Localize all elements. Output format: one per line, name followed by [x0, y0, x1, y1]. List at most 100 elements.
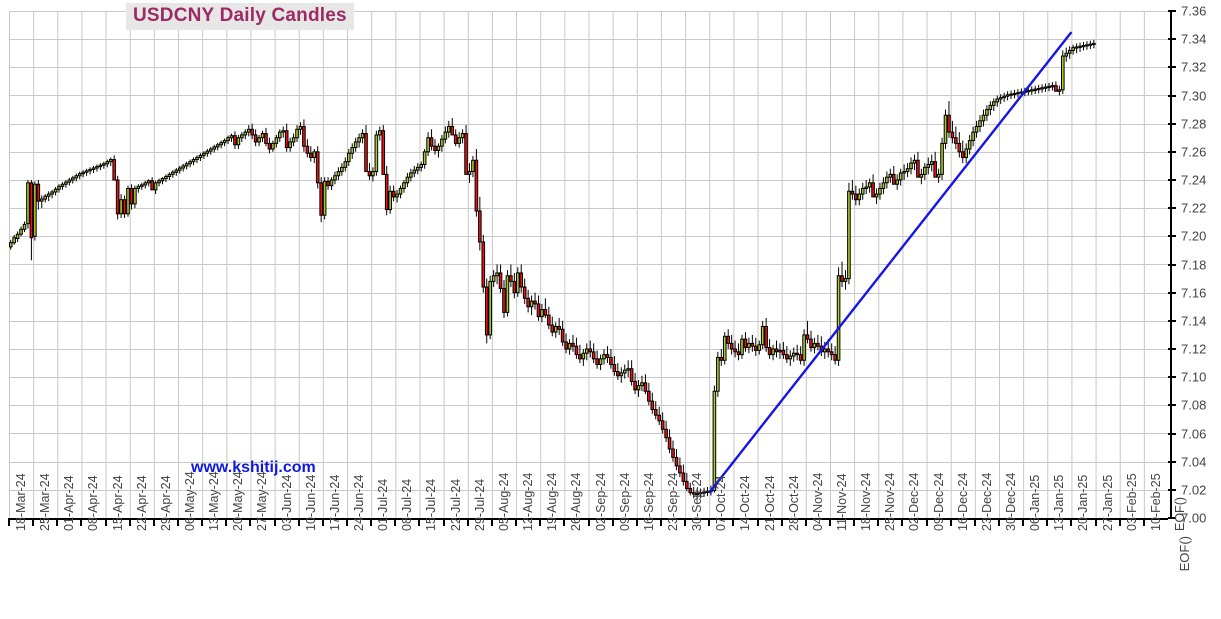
y-axis-label: 7.36 — [1181, 3, 1207, 19]
x-axis-label: 08-Jul-24 — [400, 478, 415, 531]
x-axis-tick — [297, 518, 300, 526]
x-axis-label: 18-Nov-24 — [859, 472, 874, 531]
x-axis-tick — [997, 518, 1000, 526]
y-axis-label: 7.14 — [1181, 313, 1207, 329]
x-axis-label: 27-May-24 — [255, 471, 270, 531]
x-axis-tick — [1142, 518, 1145, 526]
y-axis-tick — [1168, 10, 1176, 12]
y-axis-tick — [1168, 432, 1176, 435]
x-axis-label: 20-Jan-25 — [1076, 474, 1091, 531]
x-axis-tick — [901, 518, 904, 526]
x-axis-label: 19-Aug-24 — [545, 472, 560, 531]
x-axis-label: 04-Nov-24 — [810, 472, 825, 531]
y-axis-label: 7.08 — [1181, 397, 1207, 413]
x-axis-tick — [949, 518, 952, 526]
x-axis-label: 25-Nov-24 — [883, 472, 898, 531]
y-axis-tick — [1168, 291, 1176, 294]
x-axis-label: 20-May-24 — [231, 471, 246, 531]
y-axis-label: 7.18 — [1181, 257, 1207, 272]
x-axis-label: 05-Aug-24 — [496, 472, 511, 531]
x-axis-tick — [1094, 518, 1097, 526]
y-axis-label: 7.12 — [1181, 341, 1207, 357]
x-axis-label: 30-Sep-24 — [690, 472, 705, 531]
x-axis-tick — [587, 518, 590, 526]
trendline-annotation — [708, 31, 1073, 494]
x-axis-tick — [490, 518, 493, 526]
y-axis-tick — [1168, 179, 1176, 181]
x-axis-tick — [828, 518, 831, 526]
x-axis-label: 29-Apr-24 — [158, 475, 173, 531]
gridlines — [9, 11, 1168, 518]
y-axis-label: 7.00 — [1181, 510, 1207, 526]
x-axis-tick — [249, 518, 252, 526]
x-axis-label: 02-Sep-24 — [593, 472, 608, 531]
x-axis-label: 22-Jul-24 — [448, 478, 463, 531]
x-axis-label: 10-Feb-25 — [1148, 473, 1163, 531]
x-axis-tick — [732, 518, 735, 526]
y-axis: EOF() 7.36 7.34 7.32 7.30 7.28 7.26 7.24 7.22 7.… — [1168, 0, 1221, 571]
x-axis: 18-Mar-24 25-Mar-24 01-Apr-24 08-Apr-24 15-A… — [0, 471, 1221, 619]
x-axis-label: 29-Jul-24 — [472, 478, 487, 531]
x-axis-label: 30-Dec-24 — [1003, 472, 1018, 531]
x-axis-label: 16-Dec-24 — [955, 472, 970, 531]
x-axis-label: 17-Jun-24 — [327, 474, 342, 531]
x-axis-tick — [394, 518, 397, 526]
x-axis-label: 13-May-24 — [207, 471, 222, 531]
y-axis-tick — [1168, 66, 1176, 69]
x-axis-tick — [1046, 518, 1049, 526]
x-axis-tick — [418, 518, 421, 526]
y-axis-label: 7.06 — [1181, 426, 1207, 441]
x-axis-tick — [32, 518, 35, 526]
x-axis-tick — [152, 518, 155, 526]
x-axis-label: 13-Jan-25 — [1052, 474, 1067, 531]
x-axis-tick — [8, 518, 10, 526]
y-axis-tick — [1168, 94, 1176, 97]
y-axis-tick — [1168, 376, 1176, 379]
x-axis-tick — [708, 518, 711, 526]
candlestick-series — [9, 39, 1096, 500]
y-axis-label: 7.16 — [1181, 285, 1207, 301]
x-axis-tick — [104, 518, 107, 526]
x-axis-label: 06-May-24 — [183, 471, 198, 531]
x-axis-label: 02-Dec-24 — [907, 472, 922, 531]
x-axis-label: 27-Jan-25 — [1100, 474, 1115, 531]
y-axis-tick — [1168, 207, 1176, 210]
y-axis-tick — [1168, 404, 1176, 407]
y-axis-label: 7.34 — [1181, 31, 1207, 47]
y-axis-tick — [1168, 348, 1176, 350]
x-axis-tick — [321, 518, 324, 526]
x-axis-tick — [684, 518, 687, 526]
x-axis-tick — [877, 518, 880, 526]
x-axis-label: 01-Apr-24 — [62, 475, 77, 531]
x-axis-tick — [539, 518, 542, 526]
x-axis-label: 03-Feb-25 — [1124, 473, 1139, 531]
x-axis-tick — [756, 518, 759, 526]
eof-x-label: EOF() — [1173, 496, 1187, 531]
x-axis-tick — [635, 518, 638, 526]
x-axis-tick — [659, 518, 662, 526]
x-axis-tick — [804, 518, 807, 526]
x-axis-tick — [853, 518, 856, 526]
watermark-link[interactable]: www.kshitij.com — [191, 459, 316, 476]
x-axis-label: 06-Jan-25 — [1028, 474, 1043, 531]
plot-area — [9, 11, 1168, 518]
x-axis-label: 16-Sep-24 — [641, 472, 656, 531]
x-axis-tick — [1022, 518, 1025, 526]
y-axis-tick — [1168, 517, 1176, 519]
y-axis-label: 7.04 — [1181, 454, 1207, 470]
y-axis-tick — [1168, 319, 1176, 322]
x-axis-tick — [1118, 518, 1121, 526]
x-axis-tick — [225, 518, 228, 526]
x-axis-label: 23-Sep-24 — [665, 472, 680, 531]
y-axis-label: 7.32 — [1181, 59, 1207, 75]
x-axis-tick — [780, 518, 783, 526]
x-axis-tick — [1070, 518, 1073, 526]
y-axis-label: 7.26 — [1181, 144, 1207, 160]
y-axis-tick — [1168, 122, 1176, 125]
x-axis-label: 12-Aug-24 — [521, 472, 536, 531]
x-axis-label: 09-Dec-24 — [931, 472, 946, 531]
x-axis-tick — [128, 518, 131, 526]
x-axis-label: 08-Apr-24 — [86, 475, 101, 531]
x-axis-tick — [201, 518, 204, 526]
y-axis-label: 7.02 — [1181, 482, 1207, 498]
